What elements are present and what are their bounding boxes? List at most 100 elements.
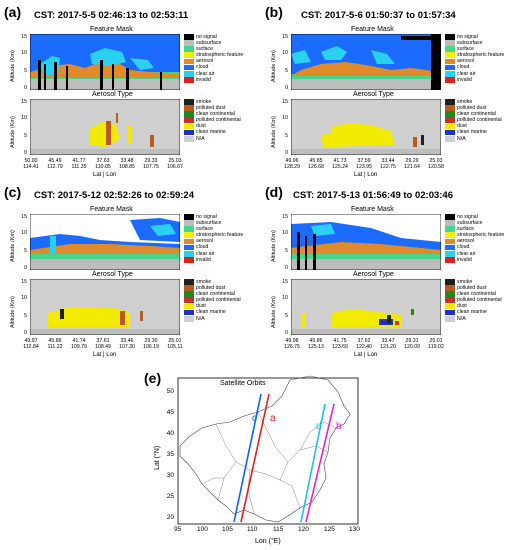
y-tick: 0 bbox=[285, 85, 288, 91]
x-axis-label: Lat | Lon bbox=[354, 352, 378, 358]
x-axis-label: Lat | Lon bbox=[354, 172, 378, 178]
y-axis-label: Altitude (Km) bbox=[10, 116, 16, 148]
panel-title: CST: 2017-5-13 01:56:49 to 02:03:46 bbox=[293, 190, 454, 201]
x-tick: 33.47 121.20 bbox=[380, 338, 396, 350]
y-tick: 5 bbox=[24, 133, 27, 139]
map-x-tick: 95 bbox=[174, 526, 182, 533]
x-tick: 37.63 110.05 bbox=[95, 158, 111, 170]
x-tick: 33.46 107.30 bbox=[119, 338, 135, 350]
x-tick: 49.96 128.29 bbox=[284, 158, 300, 170]
map-y-axis-label: Lat (°N) bbox=[154, 445, 161, 470]
y-tick: 5 bbox=[24, 68, 27, 74]
orbit-line-b bbox=[305, 403, 335, 523]
x-tick: 29.29 121.64 bbox=[404, 158, 420, 170]
y-axis-label: Altitude (Km) bbox=[271, 50, 277, 82]
y-tick: 5 bbox=[285, 248, 288, 254]
x-tick: 29.31 120.09 bbox=[404, 338, 420, 350]
x-tick: 45.85 126.68 bbox=[308, 158, 324, 170]
aerosol-type-title: Aerosol Type bbox=[92, 271, 133, 278]
x-tick: 41.73 125.24 bbox=[332, 158, 348, 170]
y-axis-label: Altitude (Km) bbox=[271, 116, 277, 148]
panel-label: (d) bbox=[265, 184, 283, 200]
x-tick: 37.61 108.49 bbox=[95, 338, 111, 350]
x-tick: 25.03 120.58 bbox=[428, 158, 444, 170]
y-tick: 15 bbox=[282, 279, 288, 285]
y-tick: 0 bbox=[24, 85, 27, 91]
x-tick: 49.97 112.84 bbox=[23, 338, 39, 350]
panel-e: (e) Satellite Orbits c a d b Lat (°N) 50… bbox=[140, 366, 380, 550]
orbit-label-d: d bbox=[316, 421, 322, 432]
y-tick: 15 bbox=[282, 99, 288, 105]
x-tick: 41.74 109.79 bbox=[71, 338, 87, 350]
map-x-tick: 105 bbox=[222, 526, 233, 533]
orbit-line-c bbox=[233, 393, 262, 523]
x-tick: 25.01 119.02 bbox=[428, 338, 444, 350]
orbit-label-a: a bbox=[270, 413, 276, 424]
map-y-tick: 45 bbox=[166, 409, 174, 416]
map-x-tick: 115 bbox=[273, 526, 284, 533]
panel-b: (b) CST: 2017-5-6 01:50:37 to 01:57:34 F… bbox=[261, 0, 521, 180]
map-y-tick: 50 bbox=[166, 388, 174, 395]
y-tick: 15 bbox=[21, 279, 27, 285]
panel-label: (b) bbox=[265, 4, 283, 20]
map-panel-label: (e) bbox=[144, 370, 162, 386]
x-tick: 37.59 123.95 bbox=[356, 158, 372, 170]
x-tick: 25.03 106.67 bbox=[167, 158, 183, 170]
y-tick: 10 bbox=[282, 295, 288, 301]
y-tick: 10 bbox=[21, 230, 27, 236]
feature-mask-legend: no signal subsurface surface stratospher… bbox=[184, 214, 243, 263]
y-tick: 15 bbox=[21, 34, 27, 40]
y-tick: 0 bbox=[285, 330, 288, 336]
aerosol-type-legend: smoke polluted dust clean continental po… bbox=[445, 279, 502, 322]
feature-mask-plot bbox=[30, 214, 180, 270]
y-tick: 10 bbox=[21, 295, 27, 301]
feature-mask-plot bbox=[30, 34, 180, 90]
feature-mask-legend: no signal subsurface surface stratospher… bbox=[445, 34, 504, 83]
aerosol-type-plot bbox=[291, 99, 441, 155]
y-tick: 5 bbox=[24, 313, 27, 319]
satellite-orbits-map bbox=[177, 375, 359, 525]
x-tick: 45.49 112.79 bbox=[47, 158, 63, 170]
orbit-line-d bbox=[300, 403, 326, 523]
x-tick: 29.30 106.19 bbox=[143, 338, 159, 350]
map-y-tick: 40 bbox=[166, 430, 174, 437]
aerosol-type-plot bbox=[30, 99, 180, 155]
x-axis-label: Lat | Lon bbox=[93, 352, 117, 358]
y-tick: 10 bbox=[21, 115, 27, 121]
y-tick: 5 bbox=[285, 133, 288, 139]
feature-mask-legend: no signal subsurface surface stratospher… bbox=[184, 34, 243, 83]
x-tick: 45.86 125.13 bbox=[308, 338, 324, 350]
x-tick: 33.48 108.85 bbox=[119, 158, 135, 170]
x-tick: 41.75 123.69 bbox=[332, 338, 348, 350]
x-tick: 37.62 122.40 bbox=[356, 338, 372, 350]
orbit-label-b: b bbox=[336, 421, 342, 432]
y-tick: 10 bbox=[282, 50, 288, 56]
panel-c: (c) CST: 2017-5-12 02:52:26 to 02:59:24 … bbox=[0, 180, 260, 360]
feature-mask-title: Feature Mask bbox=[351, 26, 394, 33]
y-tick: 0 bbox=[285, 265, 288, 271]
feature-mask-title: Feature Mask bbox=[90, 206, 133, 213]
y-tick: 15 bbox=[282, 34, 288, 40]
y-tick: 0 bbox=[24, 265, 27, 271]
panel-d: (d) CST: 2017-5-13 01:56:49 to 02:03:46 … bbox=[261, 180, 521, 360]
x-tick: 45.86 111.22 bbox=[47, 338, 63, 350]
map-x-tick: 125 bbox=[324, 526, 335, 533]
map-y-tick: 25 bbox=[166, 493, 174, 500]
map-x-tick: 100 bbox=[197, 526, 208, 533]
orbit-line-a bbox=[240, 393, 270, 523]
panel-title: CST: 2017-5-5 02:46:13 to 02:53:11 bbox=[34, 10, 189, 21]
map-x-tick: 110 bbox=[247, 526, 258, 533]
x-tick: 41.77 111.35 bbox=[71, 158, 87, 170]
y-axis-label: Altitude (Km) bbox=[271, 230, 277, 262]
y-axis-label: Altitude (Km) bbox=[10, 296, 16, 328]
map-y-tick: 30 bbox=[166, 472, 174, 479]
y-tick: 15 bbox=[282, 214, 288, 220]
map-title: Satellite Orbits bbox=[220, 380, 266, 387]
y-tick: 10 bbox=[282, 115, 288, 121]
y-tick: 0 bbox=[24, 330, 27, 336]
feature-mask-plot bbox=[291, 214, 441, 270]
y-tick: 10 bbox=[21, 50, 27, 56]
aerosol-type-title: Aerosol Type bbox=[353, 271, 394, 278]
aerosol-type-plot bbox=[291, 279, 441, 335]
y-tick: 0 bbox=[285, 150, 288, 156]
